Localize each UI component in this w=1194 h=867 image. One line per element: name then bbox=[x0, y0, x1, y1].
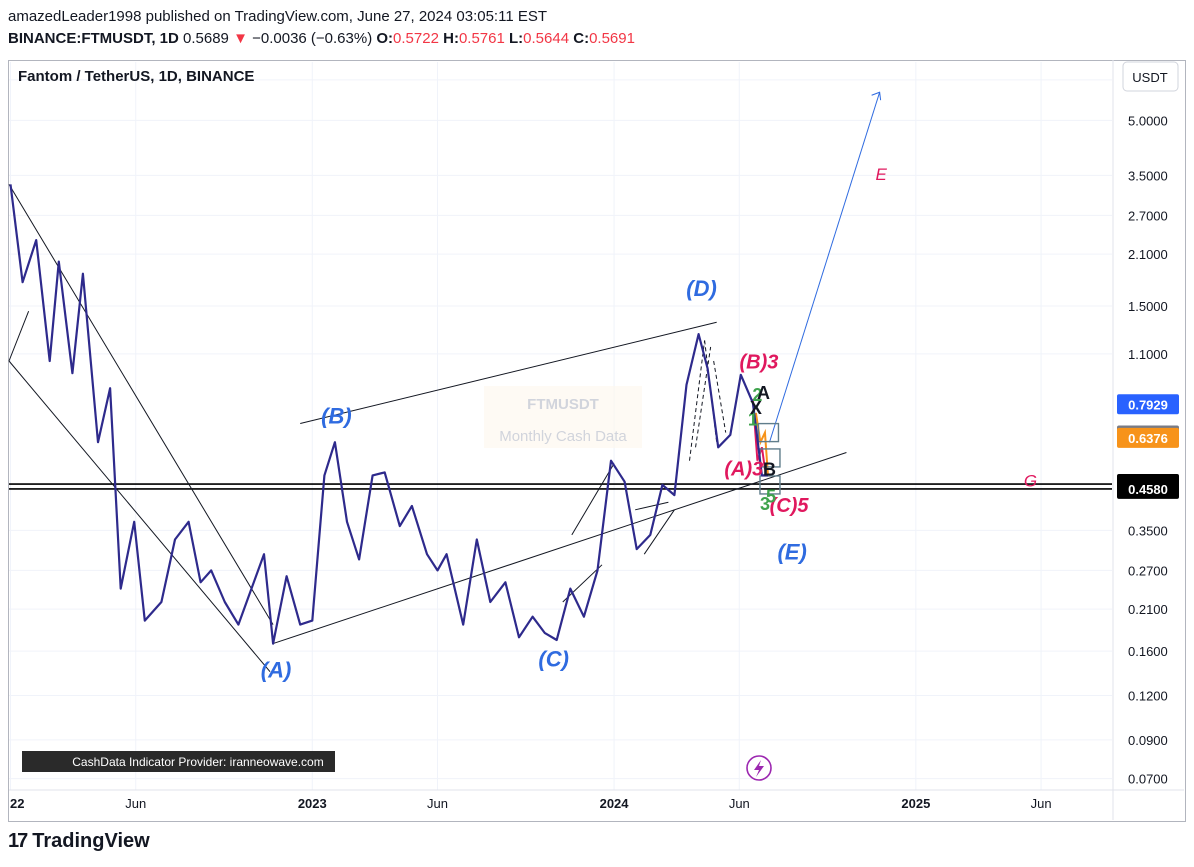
wave-label: 2 bbox=[752, 385, 762, 405]
y-tick-label: 0.3500 bbox=[1128, 523, 1168, 538]
y-tick-label: 0.0700 bbox=[1128, 772, 1168, 787]
dashed-wave-line bbox=[695, 346, 712, 448]
tradingview-mark-icon: 17 bbox=[8, 830, 28, 852]
high-value: 0.5761 bbox=[458, 30, 505, 47]
x-tick-label: Jun bbox=[729, 796, 750, 811]
tradingview-brand: TradingView bbox=[32, 830, 150, 852]
y-tick-label: 0.2700 bbox=[1128, 563, 1168, 578]
low-label: L: bbox=[509, 30, 524, 47]
watermark-subtitle: Monthly Cash Data bbox=[499, 428, 627, 445]
watermark-symbol: FTMUSDT bbox=[527, 396, 599, 413]
sub-trendline bbox=[635, 501, 669, 511]
x-tick-label: Jun bbox=[1031, 796, 1052, 811]
series-layer bbox=[9, 184, 768, 645]
y-tick-label: 0.1600 bbox=[1128, 644, 1168, 659]
sub-trendline bbox=[571, 463, 615, 536]
y-tick-label: 0.2100 bbox=[1128, 602, 1168, 617]
wave-label: G bbox=[1024, 472, 1037, 491]
price-badge-label: 0.4580 bbox=[1128, 482, 1168, 497]
y-tick-label: 3.5000 bbox=[1128, 168, 1168, 183]
price-badge bbox=[1117, 478, 1179, 499]
currency-button[interactable]: USDT bbox=[1122, 61, 1179, 92]
grid-layer bbox=[9, 62, 1112, 790]
wave-label: X bbox=[750, 398, 762, 418]
y-tick-label: 5.0000 bbox=[1128, 113, 1168, 128]
trendline bbox=[8, 311, 30, 362]
axis-layer: 6.50005.00003.50002.70002.10001.50001.10… bbox=[9, 60, 1184, 820]
open-label: O: bbox=[376, 30, 394, 47]
wave-label: B bbox=[763, 459, 776, 479]
wave-label: (C)5 bbox=[770, 495, 810, 517]
indicator-provider-badge: CashData Indicator Provider: iranneowave… bbox=[22, 751, 335, 772]
tradingview-logo[interactable]: 17 TradingView bbox=[8, 830, 150, 853]
watermark-panel bbox=[484, 386, 642, 448]
wave-label: (A)3 bbox=[724, 458, 763, 480]
indicator-provider-label: CashData Indicator Provider: iranneowave… bbox=[72, 755, 323, 769]
publication-header: amazedLeader1998 published on TradingVie… bbox=[8, 6, 635, 50]
wave-label: (B) bbox=[321, 404, 352, 429]
x-tick-label: 2023 bbox=[298, 796, 327, 811]
wave-label: (E) bbox=[777, 539, 806, 564]
drawing-layer bbox=[8, 91, 1112, 673]
wave-box bbox=[757, 422, 780, 443]
dashed-wave-line bbox=[713, 360, 727, 433]
trendline bbox=[272, 452, 847, 645]
y-tick-label: 1.1000 bbox=[1128, 347, 1168, 362]
price-change: −0.0036 (−0.63%) bbox=[252, 30, 373, 47]
x-tick-label: 2025 bbox=[901, 796, 930, 811]
y-tick-label: 0.0900 bbox=[1128, 733, 1168, 748]
wave-label: (D) bbox=[686, 276, 717, 301]
price-series-line bbox=[9, 184, 768, 645]
dashed-wave-line bbox=[689, 340, 706, 461]
symbol-name: BINANCE:FTMUSDT, 1D bbox=[8, 30, 179, 47]
currency-button-label: USDT bbox=[1132, 70, 1167, 85]
chart-frame bbox=[8, 60, 1186, 822]
trendline bbox=[8, 360, 271, 673]
open-value: 0.5722 bbox=[393, 30, 439, 47]
price-badge bbox=[1117, 394, 1179, 415]
price-badge bbox=[1117, 427, 1179, 448]
projection-arrow-head bbox=[871, 91, 882, 101]
price-badge-label: 0.6376 bbox=[1128, 431, 1168, 446]
close-label: C: bbox=[573, 30, 590, 47]
x-tick-label: 22 bbox=[10, 796, 24, 811]
projection-arrow-line bbox=[769, 92, 881, 443]
wave-label: (A) bbox=[261, 657, 292, 682]
labels-layer: (A) (B) (C) (D) (E) (B)3 (A)3 (C)5 E G 2 1 53 B AX bbox=[261, 165, 1037, 682]
last-price: 0.5689 bbox=[183, 30, 229, 47]
x-tick-label: 2024 bbox=[600, 796, 630, 811]
price-badge-label: 0.7929 bbox=[1128, 397, 1168, 412]
wave-label: A bbox=[757, 383, 770, 403]
publisher-line: amazedLeader1998 published on TradingVie… bbox=[8, 8, 547, 25]
trendline bbox=[300, 321, 717, 425]
wave-label: 1 bbox=[748, 410, 758, 430]
symbol-ohlc-line: BINANCE:FTMUSDT, 1D 0.5689 ▼ −0.0036 (−0… bbox=[8, 28, 635, 50]
sub-trendline bbox=[643, 509, 675, 555]
change-arrow-icon: ▼ bbox=[233, 30, 248, 47]
low-value: 0.5644 bbox=[523, 30, 570, 47]
trendline bbox=[8, 184, 274, 625]
lightning-icon[interactable] bbox=[746, 755, 772, 781]
high-label: H: bbox=[443, 30, 459, 47]
wave-label: 5 bbox=[766, 486, 776, 506]
wave-box bbox=[759, 475, 781, 495]
y-tick-label: 2.1000 bbox=[1128, 247, 1168, 262]
wave-label: (C) bbox=[538, 646, 569, 671]
watermark-layer: FTMUSDT Monthly Cash Data bbox=[484, 386, 642, 448]
x-tick-label: Jun bbox=[427, 796, 448, 811]
y-tick-label: 0.1200 bbox=[1128, 688, 1168, 703]
wave-label: (B)3 bbox=[739, 352, 778, 374]
wave-label: 3 bbox=[760, 494, 770, 514]
wave-label: E bbox=[875, 165, 887, 184]
chart-title: Fantom / TetherUS, 1D, BINANCE bbox=[18, 68, 254, 85]
y-tick-label: 2.7000 bbox=[1128, 208, 1168, 223]
x-tick-label: Jun bbox=[125, 796, 146, 811]
y-tick-label: 1.5000 bbox=[1128, 299, 1168, 314]
close-value: 0.5691 bbox=[589, 30, 635, 47]
